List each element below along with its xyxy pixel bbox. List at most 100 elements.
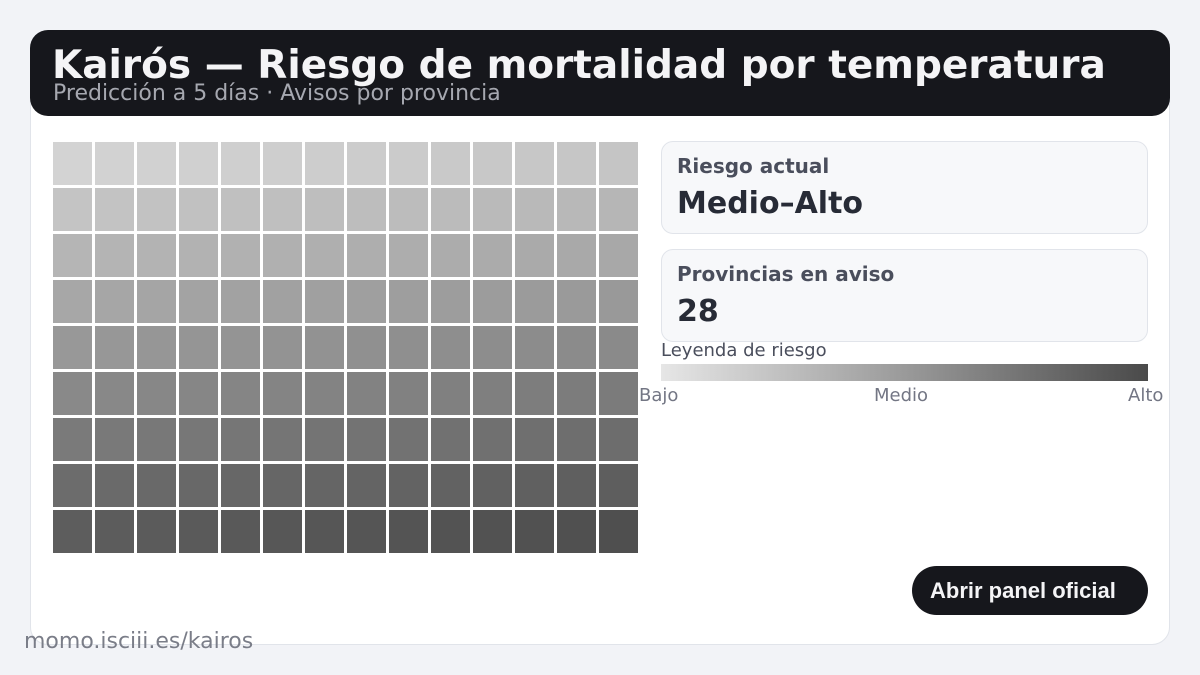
grid-cell	[515, 280, 554, 323]
grid-cell	[137, 234, 176, 277]
grid-cell	[137, 464, 176, 507]
grid-cell	[473, 188, 512, 231]
open-official-panel-button[interactable]: Abrir panel oficial	[912, 566, 1148, 615]
grid-cell	[515, 464, 554, 507]
grid-cell	[53, 234, 92, 277]
grid-cell	[263, 326, 302, 369]
grid-cell	[557, 464, 596, 507]
grid-cell	[179, 418, 218, 461]
grid-cell	[221, 234, 260, 277]
grid-cell	[95, 234, 134, 277]
grid-cell	[389, 510, 428, 553]
grid-cell	[473, 418, 512, 461]
legend-gradient-bar	[661, 364, 1148, 381]
grid-cell	[473, 234, 512, 277]
grid-cell	[305, 188, 344, 231]
stat-label: Provincias en aviso	[677, 262, 895, 286]
grid-cell	[347, 372, 386, 415]
grid-cell	[53, 418, 92, 461]
grid-cell	[53, 142, 92, 185]
grid-cell	[515, 234, 554, 277]
grid-cell	[599, 464, 638, 507]
grid-cell	[263, 142, 302, 185]
stat-value: 28	[677, 294, 719, 329]
button-label: Abrir panel oficial	[930, 578, 1116, 603]
grid-cell	[305, 142, 344, 185]
grid-cell	[515, 372, 554, 415]
grid-cell	[473, 372, 512, 415]
grid-cell	[221, 142, 260, 185]
grid-cell	[473, 464, 512, 507]
grid-cell	[557, 188, 596, 231]
grid-cell	[515, 510, 554, 553]
grid-cell	[305, 510, 344, 553]
stat-value: Medio–Alto	[677, 186, 864, 221]
header-bar	[30, 30, 1170, 116]
risk-grid	[53, 142, 639, 554]
grid-cell	[137, 418, 176, 461]
grid-cell	[221, 464, 260, 507]
legend-tick-mid: Medio	[874, 385, 929, 406]
grid-cell	[305, 234, 344, 277]
grid-cell	[347, 418, 386, 461]
grid-cell	[305, 372, 344, 415]
grid-cell	[599, 510, 638, 553]
grid-cell	[53, 326, 92, 369]
grid-cell	[305, 280, 344, 323]
legend-tick-low: Bajo	[639, 385, 679, 406]
grid-cell	[95, 418, 134, 461]
grid-cell	[473, 280, 512, 323]
stat-label: Riesgo actual	[677, 154, 830, 178]
grid-cell	[557, 234, 596, 277]
grid-cell	[557, 280, 596, 323]
grid-cell	[263, 418, 302, 461]
grid-cell	[53, 188, 92, 231]
grid-cell	[389, 418, 428, 461]
grid-cell	[137, 326, 176, 369]
grid-cell	[557, 510, 596, 553]
grid-cell	[137, 142, 176, 185]
grid-cell	[221, 280, 260, 323]
grid-cell	[431, 188, 470, 231]
grid-cell	[347, 510, 386, 553]
grid-cell	[473, 326, 512, 369]
grid-cell	[53, 372, 92, 415]
grid-cell	[95, 326, 134, 369]
grid-cell	[389, 188, 428, 231]
grid-cell	[263, 372, 302, 415]
stat-card-provinces: Provincias en aviso 28	[661, 249, 1148, 342]
grid-cell	[95, 464, 134, 507]
grid-cell	[431, 510, 470, 553]
grid-cell	[305, 418, 344, 461]
grid-cell	[305, 464, 344, 507]
grid-cell	[389, 372, 428, 415]
grid-cell	[515, 142, 554, 185]
grid-cell	[389, 234, 428, 277]
grid-cell	[137, 510, 176, 553]
grid-cell	[473, 510, 512, 553]
grid-cell	[179, 464, 218, 507]
grid-cell	[347, 464, 386, 507]
grid-cell	[389, 142, 428, 185]
page-title: Kairós — Riesgo de mortalidad por temper…	[52, 43, 1106, 88]
grid-cell	[515, 326, 554, 369]
grid-cell	[515, 188, 554, 231]
grid-cell	[599, 280, 638, 323]
grid-cell	[431, 326, 470, 369]
grid-cell	[389, 464, 428, 507]
grid-cell	[599, 418, 638, 461]
grid-cell	[95, 142, 134, 185]
grid-cell	[431, 464, 470, 507]
grid-cell	[347, 142, 386, 185]
grid-cell	[263, 464, 302, 507]
grid-cell	[557, 418, 596, 461]
grid-cell	[347, 234, 386, 277]
grid-cell	[179, 510, 218, 553]
grid-cell	[263, 234, 302, 277]
grid-cell	[431, 280, 470, 323]
grid-cell	[347, 188, 386, 231]
grid-cell	[347, 326, 386, 369]
grid-cell	[389, 326, 428, 369]
grid-cell	[263, 188, 302, 231]
grid-cell	[221, 326, 260, 369]
